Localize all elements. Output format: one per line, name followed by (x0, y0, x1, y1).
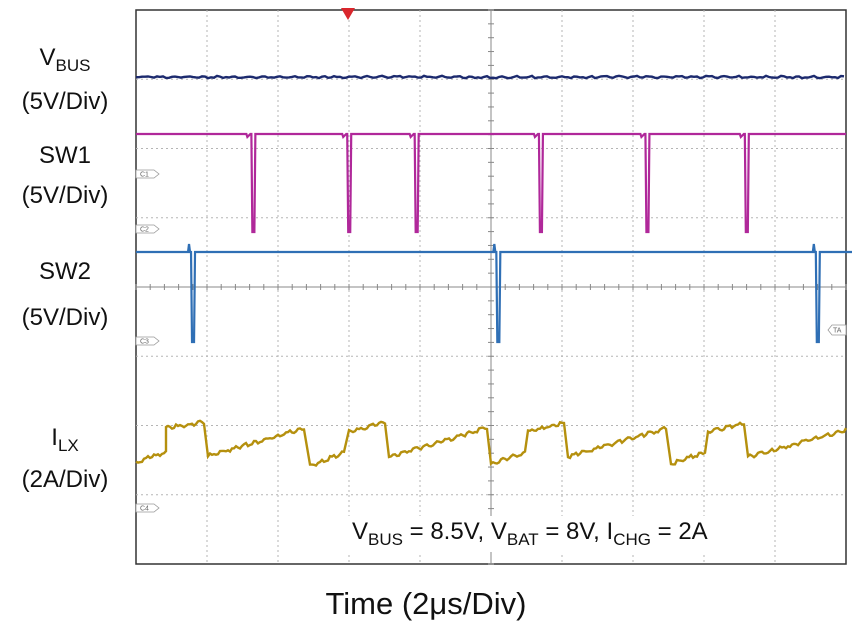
trigger-level-text: TA (833, 328, 842, 335)
trigger-position-marker (341, 8, 355, 20)
channel-marker-shape (135, 336, 160, 346)
vbus-trace (136, 74, 845, 80)
channel-marker-text: C2 (140, 227, 149, 234)
x-axis-label: Time (2μs/Div) (325, 586, 527, 621)
ilx-channel-marker: C4 (135, 503, 160, 513)
ilx-label: ILX (51, 424, 79, 455)
vbus-label: VBUS (39, 44, 91, 75)
sw2-scale: (5V/Div) (21, 304, 109, 331)
channel-marker-text: C4 (140, 506, 149, 513)
channel-marker-shape (135, 224, 160, 234)
sw1-ground-marker: C2 (135, 224, 160, 234)
channel-marker-shape (135, 169, 160, 179)
channel-marker-text: C3 (140, 339, 149, 346)
sw1-channel-marker: C1 (135, 169, 160, 179)
sw2-trace (136, 243, 852, 344)
ilx-trace (135, 419, 848, 468)
sw2-label: SW2 (38, 258, 91, 285)
sw2-channel-marker: C3 (135, 336, 160, 346)
trigger-level-shape (827, 324, 847, 336)
ilx-scale: (2A/Div) (21, 466, 109, 493)
vbus-scale: (5V/Div) (21, 88, 109, 115)
sw1-trace (136, 132, 846, 234)
test-conditions-annotation: VBUS = 8.5V, VBAT = 8V, ICHG = 2A (348, 516, 712, 552)
sw1-label: SW1 (38, 142, 91, 169)
channel-marker-shape (135, 503, 160, 513)
channel-marker-text: C1 (140, 172, 149, 179)
sw1-scale: (5V/Div) (21, 182, 109, 209)
trigger-level-marker: TA (827, 324, 847, 336)
